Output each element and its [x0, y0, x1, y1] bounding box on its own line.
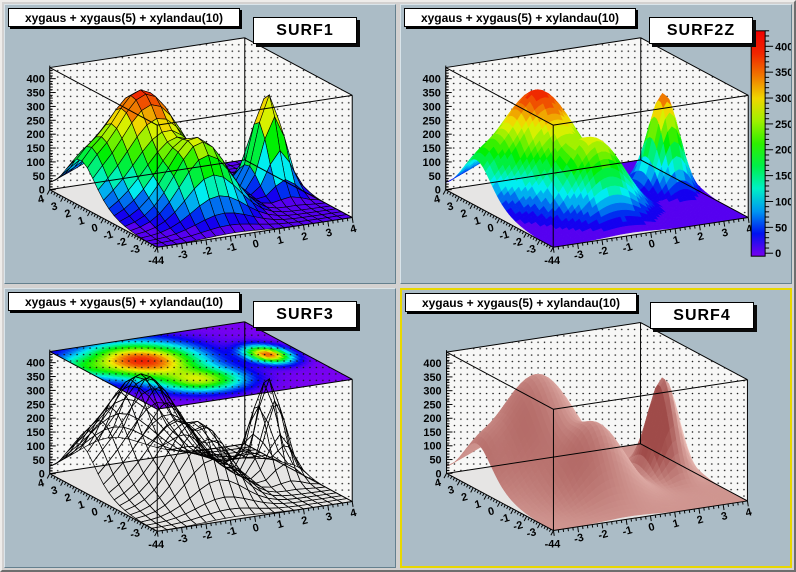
svg-text:0: 0 — [90, 222, 99, 235]
svg-text:3: 3 — [325, 227, 334, 240]
svg-text:350: 350 — [423, 88, 441, 100]
svg-text:250: 250 — [775, 119, 791, 131]
svg-text:100: 100 — [423, 157, 441, 169]
svg-text:-44: -44 — [148, 255, 165, 267]
svg-text:0: 0 — [251, 238, 260, 251]
svg-text:150: 150 — [27, 143, 45, 155]
svg-text:-3: -3 — [573, 248, 586, 262]
svg-text:50: 50 — [429, 171, 441, 183]
pad-surf4[interactable]: 0 50 100 150 200 250 300 350 400 4 3 2 1 0 -1 -2 -3 -3 -2-… — [400, 288, 792, 568]
svg-text:4: 4 — [349, 223, 359, 236]
surf2z-label[interactable]: SURF2Z — [649, 17, 753, 44]
box-frame — [49, 321, 353, 532]
color-palette-bar[interactable]: 0 50 100 150 200 250 300 350 400 — [750, 30, 791, 260]
svg-text:-1: -1 — [498, 229, 511, 243]
svg-text:-2: -2 — [511, 236, 524, 250]
surf3-label[interactable]: SURF3 — [253, 301, 357, 328]
svg-text:350: 350 — [775, 67, 791, 79]
svg-text:200: 200 — [423, 129, 441, 141]
svg-text:-2: -2 — [597, 245, 610, 259]
svg-text:3: 3 — [446, 200, 455, 213]
surface-smooth — [445, 89, 749, 248]
svg-text:0: 0 — [647, 238, 656, 251]
svg-text:4: 4 — [433, 193, 443, 206]
surf1-label[interactable]: SURF1 — [253, 17, 357, 44]
svg-text:0: 0 — [39, 185, 45, 197]
surf4-label[interactable]: SURF4 — [650, 302, 754, 329]
svg-text:150: 150 — [775, 171, 791, 183]
svg-text:1: 1 — [473, 215, 482, 228]
histogram-title[interactable]: xygaus + xygaus(5) + xylandau(10) — [8, 292, 240, 311]
svg-text:4: 4 — [745, 223, 755, 236]
histogram-title[interactable]: xygaus + xygaus(5) + xylandau(10) — [404, 8, 636, 27]
svg-text:100: 100 — [27, 157, 45, 169]
svg-text:2: 2 — [459, 208, 468, 221]
svg-text:-3: -3 — [129, 243, 142, 257]
top-contour-plot — [49, 321, 353, 410]
svg-text:-1: -1 — [225, 241, 238, 255]
svg-text:400: 400 — [423, 74, 441, 86]
svg-text:400: 400 — [775, 41, 791, 53]
histogram-title[interactable]: xygaus + xygaus(5) + xylandau(10) — [8, 8, 240, 27]
pad-surf1[interactable]: 0 50 100 150 200 250 300 350 400 4 3 2 1 0 -1 -2 -3 -3 -2-… — [4, 4, 396, 284]
pad-surf3[interactable]: 0 50 100 150 200 250 300 350 400 4 3 2 1 0 -1 -2 -3 -3 -2-… — [4, 288, 396, 568]
svg-text:-44: -44 — [544, 255, 561, 267]
svg-text:1: 1 — [276, 234, 285, 247]
svg-text:-1: -1 — [102, 229, 115, 243]
svg-text:1: 1 — [672, 234, 681, 247]
svg-text:0: 0 — [775, 248, 781, 260]
svg-text:1: 1 — [77, 215, 86, 228]
svg-text:-3: -3 — [177, 248, 190, 262]
svg-text:3: 3 — [50, 200, 59, 213]
svg-text:250: 250 — [27, 115, 45, 127]
svg-text:-2: -2 — [201, 245, 214, 259]
svg-text:2: 2 — [63, 208, 72, 221]
svg-text:100: 100 — [775, 196, 791, 208]
pad-surf2z[interactable]: 0 50 100 150 200 250 300 350 400 4 3 2 1 0 -1 -2 -3 -3 -2-… — [400, 4, 792, 284]
surface-mesh — [49, 89, 354, 248]
svg-text:-2: -2 — [115, 236, 128, 250]
svg-text:50: 50 — [33, 171, 45, 183]
svg-text:150: 150 — [423, 143, 441, 155]
svg-text:50: 50 — [775, 222, 787, 234]
svg-text:2: 2 — [696, 230, 705, 243]
svg-text:200: 200 — [775, 145, 791, 157]
svg-text:-1: -1 — [621, 241, 634, 255]
histogram-title[interactable]: xygaus + xygaus(5) + xylandau(10) — [405, 293, 637, 312]
svg-text:0: 0 — [486, 222, 495, 235]
svg-text:2: 2 — [300, 230, 309, 243]
svg-text:300: 300 — [775, 93, 791, 105]
svg-text:300: 300 — [27, 101, 45, 113]
box-frame — [446, 322, 748, 531]
svg-text:0: 0 — [435, 185, 441, 197]
svg-text:200: 200 — [27, 129, 45, 141]
surface-red — [446, 373, 749, 531]
svg-text:400: 400 — [27, 74, 45, 86]
svg-text:350: 350 — [27, 88, 45, 100]
svg-text:4: 4 — [37, 193, 47, 206]
svg-text:250: 250 — [423, 115, 441, 127]
svg-text:300: 300 — [423, 101, 441, 113]
surface-wire — [49, 373, 354, 532]
svg-text:-3: -3 — [525, 243, 538, 257]
svg-text:3: 3 — [721, 227, 730, 240]
